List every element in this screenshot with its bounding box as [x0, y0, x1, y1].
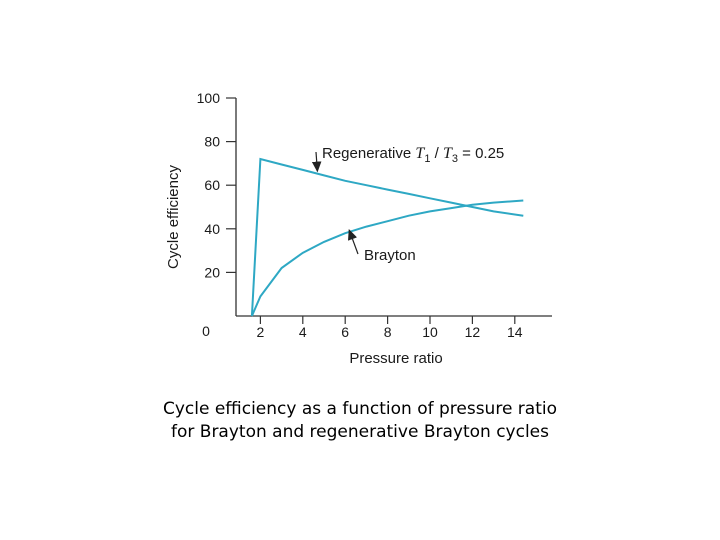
x-tick-label: 4 — [299, 324, 307, 340]
origin-label: 0 — [202, 323, 210, 339]
x-axis-title: Pressure ratio — [349, 350, 442, 367]
annotation-arrow-brayton — [348, 228, 359, 255]
chart-figure: 20 40 60 80 100 2 4 6 8 10 12 14 0 Pressure ratio Cycl… — [140, 48, 580, 398]
y-tick-label: 60 — [204, 177, 220, 193]
chart-axes: 20 40 60 80 100 2 4 6 8 10 12 14 0 Pressure ratio Cycl… — [165, 90, 552, 367]
y-tick-label: 40 — [204, 221, 220, 237]
annotation-label-brayton: Brayton — [364, 247, 416, 264]
y-tick-label: 100 — [197, 90, 221, 106]
caption-line-2: for Brayton and regenerative Brayton cyc… — [171, 422, 549, 442]
x-tick-label: 12 — [465, 324, 481, 340]
annotation-arrow-regenerative — [311, 151, 322, 173]
x-tick-label: 8 — [384, 324, 392, 340]
chart-annotations: Regenerative T1 / T3 = 0.25 Brayton — [311, 145, 504, 264]
annotation-label-regenerative: Regenerative T1 / T3 = 0.25 — [322, 145, 504, 165]
figure-caption: Cycle efficiency as a function of pressu… — [0, 398, 720, 444]
y-tick-label: 20 — [204, 264, 220, 280]
x-tick-label: 10 — [422, 324, 438, 340]
x-tick-label: 6 — [341, 324, 349, 340]
y-tick-label: 80 — [204, 134, 220, 150]
series-line-regenerative — [250, 157, 524, 317]
y-axis-title: Cycle efficiency — [165, 165, 182, 269]
efficiency-chart: 20 40 60 80 100 2 4 6 8 10 12 14 0 Pressure ratio Cycl… — [165, 90, 552, 367]
caption-line-1: Cycle efficiency as a function of pressu… — [162, 399, 558, 419]
chart-series — [250, 157, 524, 317]
x-tick-label: 14 — [507, 324, 523, 340]
series-line-brayton — [250, 199, 524, 317]
x-tick-label: 2 — [257, 324, 265, 340]
